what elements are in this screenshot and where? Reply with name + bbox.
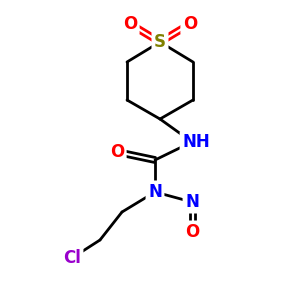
Text: NH: NH bbox=[182, 133, 210, 151]
Text: O: O bbox=[123, 15, 137, 33]
Text: S: S bbox=[154, 33, 166, 51]
Text: Cl: Cl bbox=[63, 249, 81, 267]
Text: O: O bbox=[185, 223, 199, 241]
Text: O: O bbox=[110, 143, 124, 161]
Text: N: N bbox=[185, 193, 199, 211]
Text: O: O bbox=[183, 15, 197, 33]
Text: N: N bbox=[148, 183, 162, 201]
